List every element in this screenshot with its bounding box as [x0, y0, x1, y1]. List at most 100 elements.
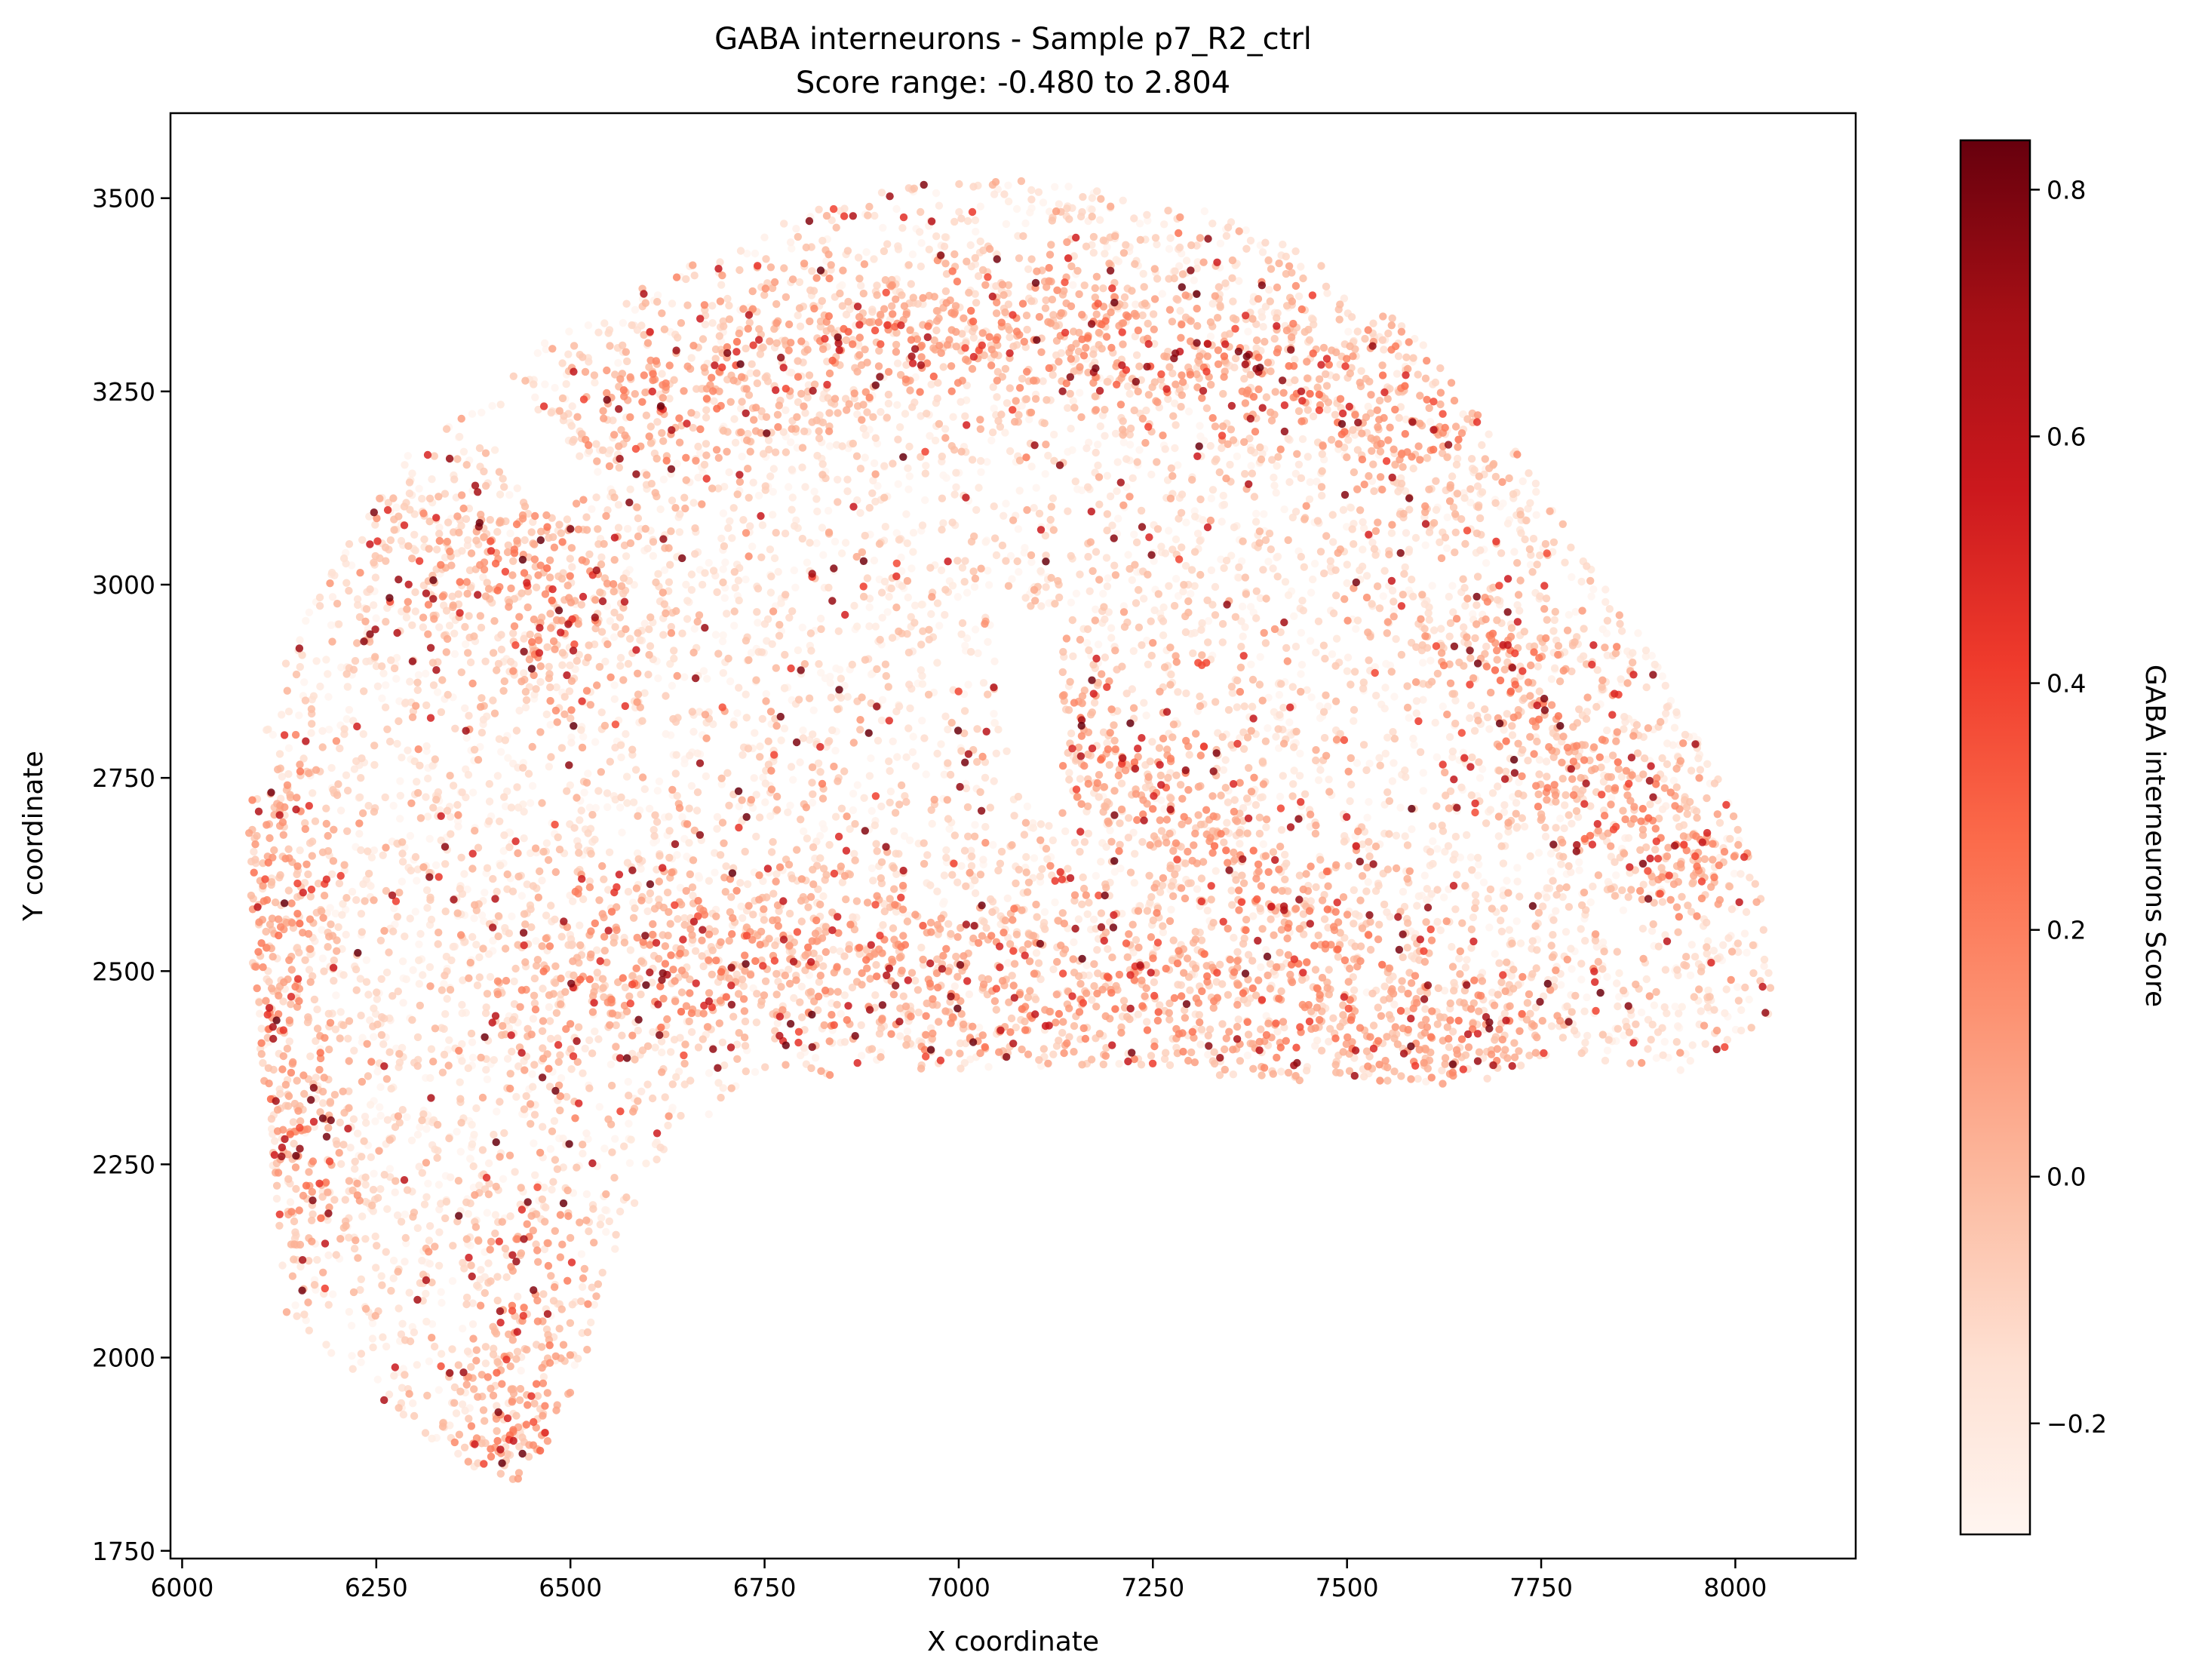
scatter-point: [711, 631, 720, 639]
scatter-point: [953, 557, 962, 565]
scatter-point: [373, 1067, 382, 1076]
scatter-point: [1103, 582, 1112, 591]
scatter-point: [733, 709, 742, 717]
scatter-point: [349, 717, 358, 725]
scatter-point: [1491, 499, 1500, 507]
scatter-point: [1494, 782, 1502, 791]
scatter-point: [336, 744, 344, 753]
scatter-point: [673, 791, 681, 800]
scatter-point: [422, 1317, 431, 1326]
scatter-point: [800, 1044, 809, 1052]
scatter-point: [1466, 702, 1476, 710]
scatter-point: [437, 1288, 445, 1296]
scatter-point: [1220, 838, 1228, 846]
scatter-point: [813, 507, 821, 516]
scatter-point: [1549, 538, 1558, 546]
scatter-point: [1076, 570, 1084, 579]
scatter-point: [540, 339, 549, 348]
scatter-point: [1329, 538, 1337, 546]
scatter-point: [868, 489, 877, 497]
scatter-point: [668, 681, 677, 690]
scatter-point: [892, 204, 901, 213]
scatter-point: [903, 1027, 912, 1036]
scatter-point: [1703, 950, 1711, 958]
scatter-point: [286, 1198, 295, 1206]
scatter-point: [1558, 1033, 1568, 1042]
scatter-point: [700, 460, 709, 469]
scatter-point: [750, 774, 758, 782]
scatter-point: [1348, 525, 1356, 533]
scatter-point: [1589, 882, 1597, 891]
scatter-point: [738, 453, 746, 461]
scatter-point: [513, 1347, 522, 1356]
scatter-point: [893, 359, 902, 367]
scatter-point: [1116, 819, 1124, 828]
scatter-point: [1476, 546, 1485, 554]
scatter-point: [1375, 604, 1384, 613]
scatter-point: [892, 908, 901, 916]
scatter-point: [902, 361, 911, 369]
scatter-point: [340, 725, 349, 733]
scatter-point: [1259, 323, 1267, 331]
scatter-point: [1241, 470, 1249, 478]
scatter-point: [382, 968, 392, 977]
scatter-point: [1601, 1056, 1610, 1065]
scatter-point: [857, 1021, 865, 1030]
scatter-point: [735, 266, 744, 275]
scatter-point: [761, 798, 769, 806]
scatter-point: [687, 570, 696, 579]
scatter-point: [792, 225, 800, 233]
scatter-point: [1204, 638, 1212, 647]
scatter-point: [464, 536, 472, 544]
scatter-point: [1102, 554, 1111, 562]
scatter-point: [595, 1103, 603, 1111]
scatter-point: [937, 566, 946, 575]
scatter-point: [1608, 794, 1616, 802]
scatter-point: [1670, 723, 1679, 732]
scatter-point: [1258, 313, 1267, 321]
scatter-point: [718, 637, 727, 646]
scatter-point: [764, 760, 773, 769]
scatter-point: [804, 381, 813, 389]
scatter-point: [672, 1073, 680, 1081]
scatter-point: [351, 656, 360, 665]
scatter-point: [987, 895, 995, 904]
scatter-point: [376, 1083, 385, 1092]
scatter-point: [711, 849, 719, 857]
scatter-point: [1313, 517, 1322, 525]
scatter-point: [1207, 494, 1216, 502]
scatter-point: [680, 493, 689, 502]
scatter-point: [1396, 803, 1405, 812]
scatter-point: [849, 789, 858, 798]
scatter-point: [1220, 564, 1228, 573]
scatter-point: [850, 849, 858, 858]
scatter-point: [1300, 790, 1310, 798]
scatter-point: [1306, 822, 1314, 831]
scatter-point: [390, 904, 398, 913]
scatter-point: [1519, 477, 1527, 486]
scatter-point: [1546, 868, 1555, 876]
scatter-point: [1262, 946, 1270, 954]
scatter-point: [275, 1221, 284, 1230]
scatter-point: [926, 564, 935, 572]
scatter-point: [677, 1111, 685, 1120]
scatter-point: [1150, 978, 1159, 987]
scatter-point: [766, 588, 775, 597]
scatter-point: [440, 1024, 448, 1033]
scatter-point: [1331, 566, 1340, 574]
scatter-point: [877, 716, 886, 725]
scatter-point: [350, 1245, 359, 1253]
scatter-point: [1097, 858, 1105, 866]
scatter-point: [734, 576, 743, 585]
scatter-point: [1390, 607, 1398, 615]
scatter-point: [1298, 597, 1307, 605]
scatter-point: [406, 831, 415, 840]
scatter-point: [994, 866, 1003, 875]
scatter-point: [840, 767, 849, 776]
scatter-point: [1110, 868, 1119, 877]
scatter-point: [1575, 858, 1583, 867]
scatter-point: [366, 1016, 374, 1024]
scatter-point: [714, 1079, 723, 1087]
scatter-point: [791, 583, 800, 591]
scatter-point: [579, 1069, 587, 1077]
